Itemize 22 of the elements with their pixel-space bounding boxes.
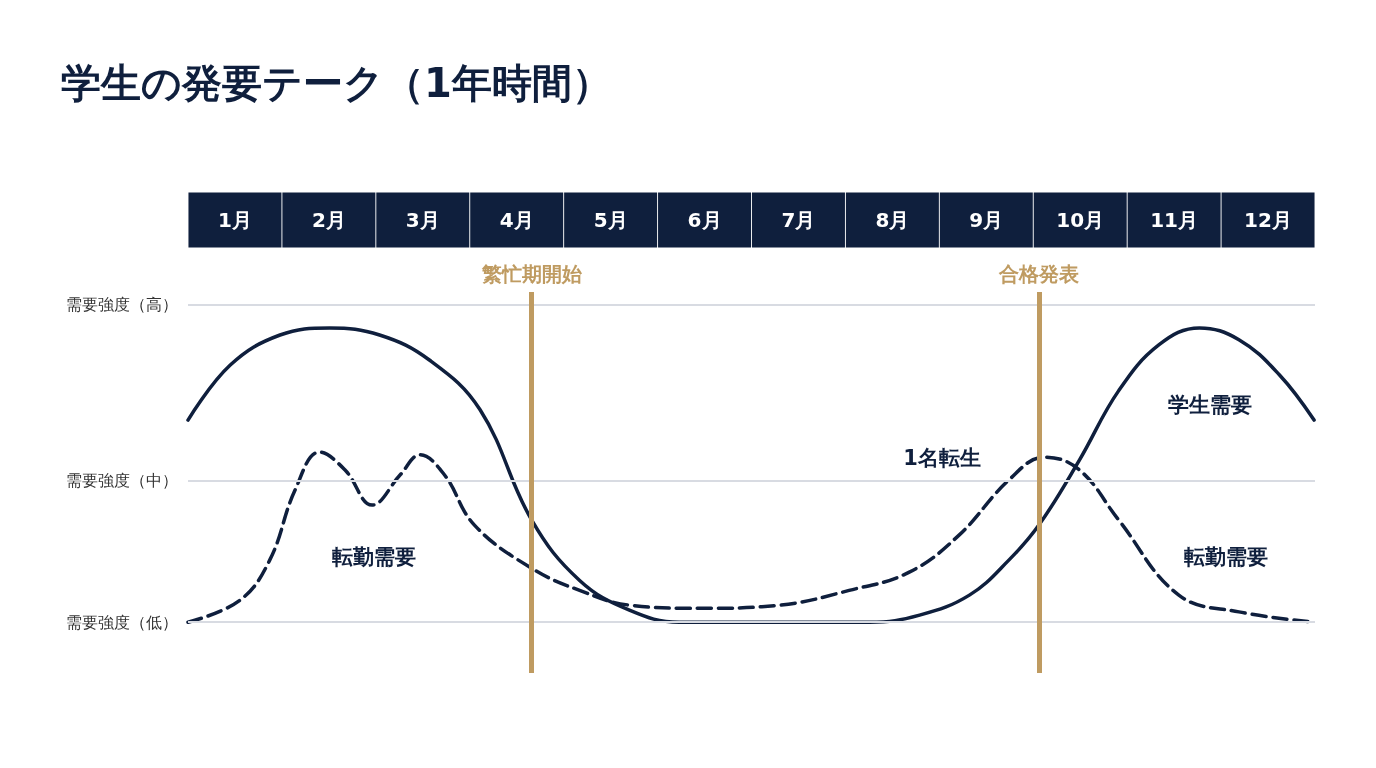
x-tick-label: 3月 (405, 208, 440, 232)
x-tick-label: 10月 (1056, 208, 1105, 232)
annotation: 1名転生 (903, 446, 981, 470)
x-tick-label: 5月 (593, 208, 628, 232)
ref-line-label: 需要強度（中） (66, 471, 178, 491)
annotation: 転勤需要 (1184, 545, 1268, 569)
ref-line-label: 需要強度（高） (66, 294, 178, 314)
chart-title: 学生の発要テーク（1年時間） (61, 60, 612, 106)
x-tick-label: 6月 (687, 208, 722, 232)
annotation: 学生需要 (1168, 393, 1252, 417)
ref-line-label: 合格発表 (997, 262, 1079, 286)
x-tick-label: 1月 (218, 208, 252, 232)
ref-line-label: 繁忙期開始 (480, 262, 583, 286)
x-tick-label: 8月 (875, 208, 910, 232)
x-tick-label: 2月 (311, 208, 346, 232)
ref-line-label: 需要強度（低） (66, 612, 178, 632)
x-tick-label: 12月 (1244, 208, 1292, 232)
x-tick-label: 11月 (1150, 208, 1199, 232)
x-tick-label: 9月 (969, 208, 1004, 232)
x-tick-label: 7月 (781, 208, 816, 232)
x-tick-label: 4月 (499, 208, 534, 232)
annotation: 転勤需要 (332, 545, 416, 569)
